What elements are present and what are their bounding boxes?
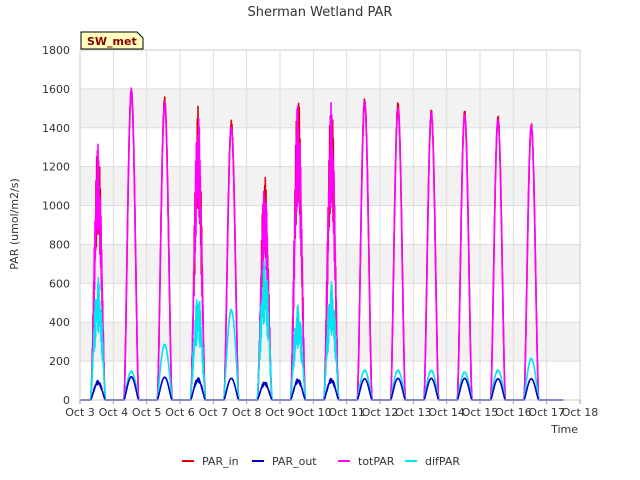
- grid-band: [80, 322, 580, 362]
- y-tick-label: 1800: [42, 44, 70, 57]
- x-tick-label: Oct 11: [328, 406, 365, 419]
- x-tick-label: Oct 12: [362, 406, 399, 419]
- y-tick-label: 0: [63, 394, 70, 407]
- y-axis-label: PAR (umol/m2/s): [8, 178, 21, 270]
- x-tick-label: Oct 13: [395, 406, 432, 419]
- station-badge: SW_met: [80, 31, 144, 50]
- badge-label: SW_met: [87, 35, 137, 48]
- x-tick-label: Oct 9: [265, 406, 295, 419]
- legend: PAR_in PAR_out totPAR difPAR: [182, 455, 460, 468]
- grid-band: [80, 244, 580, 284]
- x-tick-label: Oct 10: [295, 406, 332, 419]
- y-tick-label: 200: [49, 355, 70, 368]
- y-tick-label: 600: [49, 277, 70, 290]
- x-tick-label: Oct 16: [495, 406, 532, 419]
- x-axis-label: Time: [550, 423, 578, 436]
- y-tick-label: 400: [49, 316, 70, 329]
- legend-label: totPAR: [358, 455, 395, 468]
- x-tick-label: Oct 14: [428, 406, 465, 419]
- x-tick-label: Oct 8: [232, 406, 262, 419]
- y-tick-label: 1000: [42, 200, 70, 213]
- x-tick-label: Oct 17: [528, 406, 565, 419]
- x-tick-label: Oct 3: [65, 406, 95, 419]
- series-layer: [79, 49, 581, 401]
- x-axis: Oct 3 Oct 4 Oct 5 Oct 6 Oct 7 Oct 8 Oct 9 Oct 1…: [65, 400, 598, 419]
- y-tick-label: 1600: [42, 83, 70, 96]
- legend-label: difPAR: [425, 455, 460, 468]
- x-tick-label: Oct 5: [132, 406, 162, 419]
- chart-title: Sherman Wetland PAR: [248, 5, 393, 20]
- legend-label: PAR_in: [202, 455, 239, 468]
- x-tick-label: Oct 7: [199, 406, 229, 419]
- y-tick-label: 1200: [42, 161, 70, 174]
- y-tick-label: 800: [49, 238, 70, 251]
- y-axis: 0 200 400 600 800 1000 1200 1400 1600 1800: [42, 44, 70, 407]
- plot-frame: [79, 49, 581, 401]
- x-tick-label: Oct 6: [165, 406, 195, 419]
- x-tick-label: Oct 15: [462, 406, 499, 419]
- x-tick-label: Oct 18: [562, 406, 599, 419]
- y-tick-label: 1400: [42, 122, 70, 135]
- x-tick-label: Oct 4: [99, 406, 129, 419]
- legend-label: PAR_out: [272, 455, 317, 468]
- badge-shape: [80, 31, 144, 50]
